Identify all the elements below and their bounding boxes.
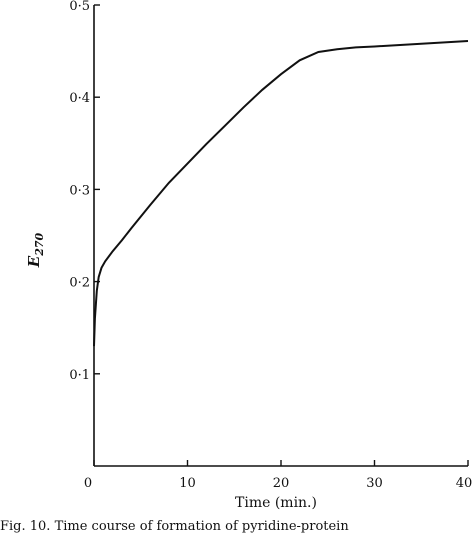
y-ticks: 0·1 0·2 0·3 0·4 0·5	[69, 0, 100, 383]
x-tick-label: 20	[273, 476, 290, 491]
y-tick-label: 0·2	[69, 276, 90, 291]
series-line	[93, 40, 469, 347]
x-ticks: 0 10 20 30 40	[84, 460, 472, 491]
x-tick-label: 10	[179, 476, 196, 491]
y-tick-label: 0·4	[69, 91, 90, 106]
x-axis-label: Time (min.)	[235, 495, 317, 511]
y-tick-label: 0·3	[69, 183, 90, 198]
x-tick-label: 30	[366, 476, 383, 491]
x-tick-label: 40	[456, 476, 473, 491]
y-tick-label: 0·5	[69, 0, 90, 14]
y-axis-label-subscript: 270	[33, 232, 46, 256]
y-tick-label: 0·1	[69, 368, 90, 383]
figure-caption: Fig. 10. Time course of formation of pyr…	[0, 519, 349, 534]
y-axis-label-main: E	[25, 255, 43, 268]
x-tick-label: 0	[84, 476, 92, 491]
y-axis-label: E270	[25, 232, 46, 268]
